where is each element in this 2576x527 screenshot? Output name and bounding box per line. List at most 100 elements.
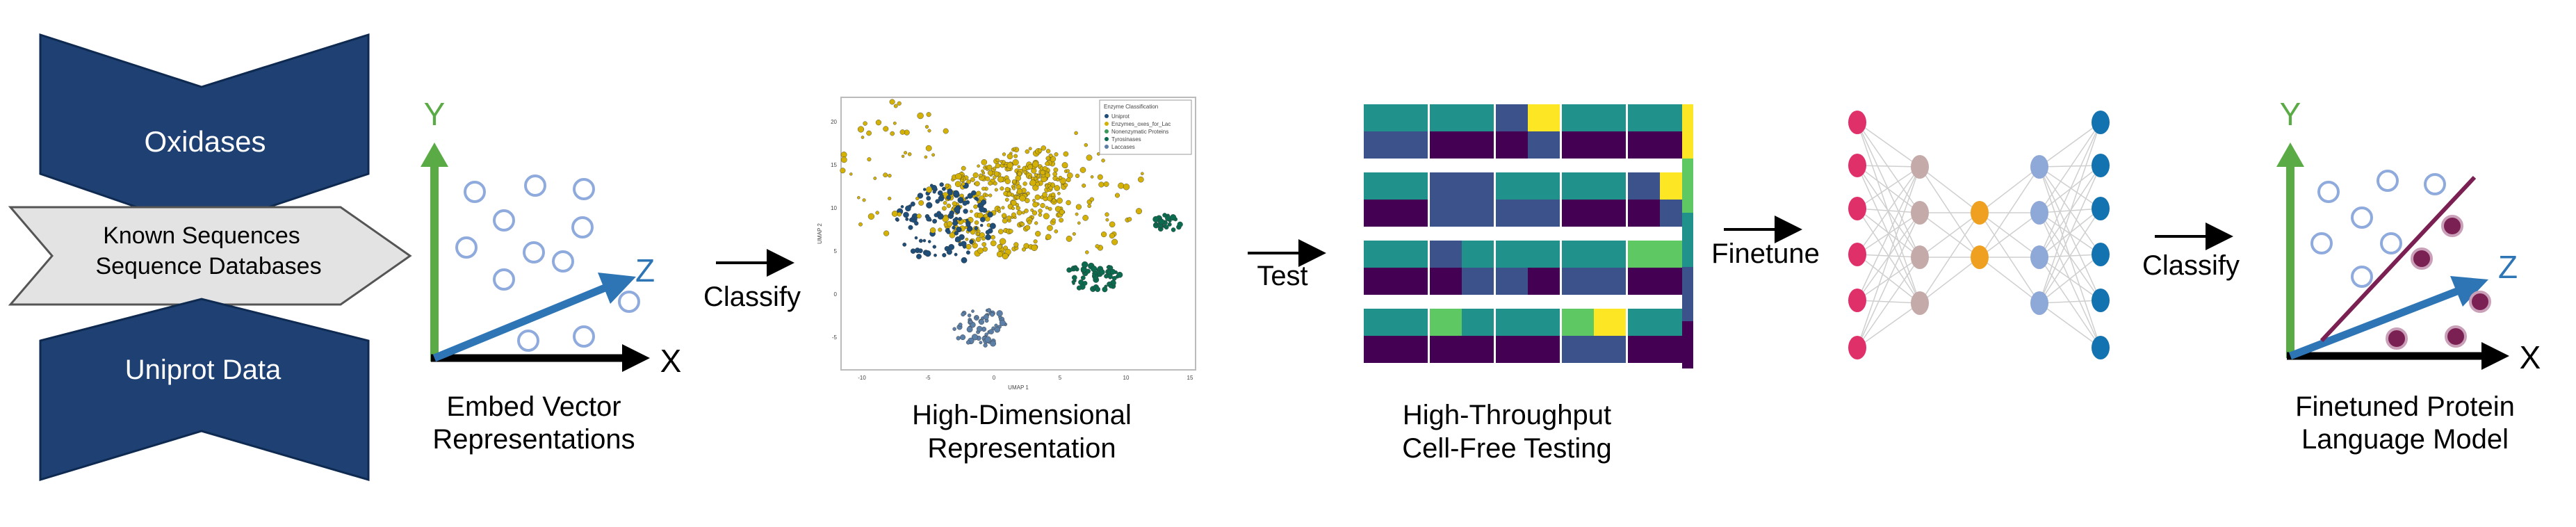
umap-legend-item: Tyrosinases xyxy=(1111,136,1141,143)
umap-point xyxy=(1006,153,1013,160)
umap-point xyxy=(1035,231,1041,237)
umap-point xyxy=(1029,179,1036,186)
umap-point xyxy=(1086,154,1093,161)
heatmap-grid: High-Throughput Cell-Free Testing xyxy=(1364,104,1693,464)
umap-caption-line1: High-Dimensional xyxy=(912,400,1132,430)
umap-point xyxy=(1041,145,1047,151)
umap-x-tick: -10 xyxy=(858,375,866,381)
nn-edge xyxy=(2039,208,2101,258)
nn-edge xyxy=(1979,166,2040,258)
nn-node xyxy=(1971,201,1989,225)
nn-node xyxy=(2092,197,2110,220)
umap-point xyxy=(1074,131,1078,136)
umap-point xyxy=(1034,173,1038,177)
umap-point xyxy=(862,198,866,202)
umap-point xyxy=(981,171,986,175)
umap-legend-title: Enzyme Classification xyxy=(1104,104,1158,110)
umap-point xyxy=(982,246,988,252)
heatmap-cell xyxy=(1594,131,1626,159)
umap-legend-item: Nonenzymatic Proteins xyxy=(1111,129,1168,135)
umap-point xyxy=(963,209,968,214)
nn-node xyxy=(1848,154,1866,177)
umap-point xyxy=(946,229,951,234)
nn-edge xyxy=(1857,165,1921,213)
umap-point xyxy=(1177,221,1183,227)
umap-point xyxy=(966,326,973,333)
umap-point xyxy=(1042,192,1047,197)
model-y-label: Y xyxy=(2280,96,2301,132)
heatmap-cell xyxy=(1496,268,1528,295)
umap-x-ticks: -10 -5 0 5 10 15 xyxy=(858,375,1193,381)
umap-point xyxy=(914,221,919,226)
model-point-filled xyxy=(2386,327,2408,350)
heatmap-cell xyxy=(1594,241,1626,268)
umap-point xyxy=(1045,206,1049,210)
umap-point xyxy=(1123,184,1130,190)
umap-point xyxy=(1104,212,1109,217)
heatmap-cell xyxy=(1628,309,1660,336)
nn-node xyxy=(1911,201,1929,225)
umap-point xyxy=(849,172,853,176)
umap-point xyxy=(965,222,971,227)
umap-point xyxy=(1085,268,1091,274)
umap-point xyxy=(976,232,980,236)
nn-edge xyxy=(1857,122,1921,258)
umap-point xyxy=(873,177,877,180)
umap-legend-marker xyxy=(1104,137,1109,141)
umap-point xyxy=(1061,162,1068,169)
umap-point xyxy=(1013,147,1016,151)
umap-point xyxy=(952,201,957,206)
umap-point xyxy=(974,220,979,225)
umap-point xyxy=(965,243,972,250)
umap-point xyxy=(905,205,911,212)
umap-point xyxy=(1033,239,1038,244)
heatmap-cell xyxy=(1462,241,1494,268)
heatmap-cell xyxy=(1496,104,1528,131)
classify-arrow-1: Classify xyxy=(703,249,801,312)
umap-point xyxy=(1059,218,1064,223)
heatmap-cell xyxy=(1396,268,1428,295)
classify-arrow-1-label: Classify xyxy=(703,282,801,312)
umap-point xyxy=(1066,200,1071,206)
heatmap-cell xyxy=(1430,241,1462,268)
umap-point xyxy=(1002,218,1008,224)
umap-point xyxy=(1034,177,1038,181)
umap-point xyxy=(977,164,980,168)
nn-node xyxy=(2030,201,2048,225)
umap-point xyxy=(924,124,929,129)
umap-point xyxy=(897,101,902,106)
nn-node xyxy=(2030,245,2048,269)
umap-point xyxy=(985,176,991,181)
umap-point xyxy=(1072,232,1076,236)
heatmap-cell xyxy=(1364,268,1396,295)
umap-point xyxy=(867,213,875,220)
umap-point xyxy=(990,240,997,247)
nn-edge xyxy=(1857,166,1921,348)
umap-point xyxy=(965,340,971,345)
umap-point xyxy=(946,195,952,200)
umap-point xyxy=(1031,244,1038,251)
umap-point xyxy=(1004,178,1011,184)
umap-point xyxy=(857,196,861,200)
umap-point xyxy=(1006,215,1012,220)
umap-point xyxy=(924,155,928,159)
umap-point xyxy=(1116,271,1123,278)
umap-point xyxy=(1106,265,1110,269)
umap-point xyxy=(974,226,979,231)
umap-x-tick: 10 xyxy=(1123,375,1130,381)
embed-points xyxy=(455,175,640,352)
umap-point xyxy=(960,179,964,183)
umap-point xyxy=(985,229,991,235)
nn-edge xyxy=(1857,302,1921,348)
embed-point xyxy=(524,175,546,197)
umap-point xyxy=(1048,153,1053,158)
umap-point xyxy=(979,223,984,227)
known-sequences-arrow xyxy=(8,206,412,306)
umap-point xyxy=(1080,275,1086,280)
heatmap-cell xyxy=(1396,241,1428,268)
umap-point xyxy=(953,190,959,197)
umap-point xyxy=(1020,222,1025,227)
umap-point xyxy=(1077,221,1081,225)
heatmap-cell xyxy=(1364,104,1396,131)
embed-caption-line2: Representations xyxy=(432,424,635,455)
